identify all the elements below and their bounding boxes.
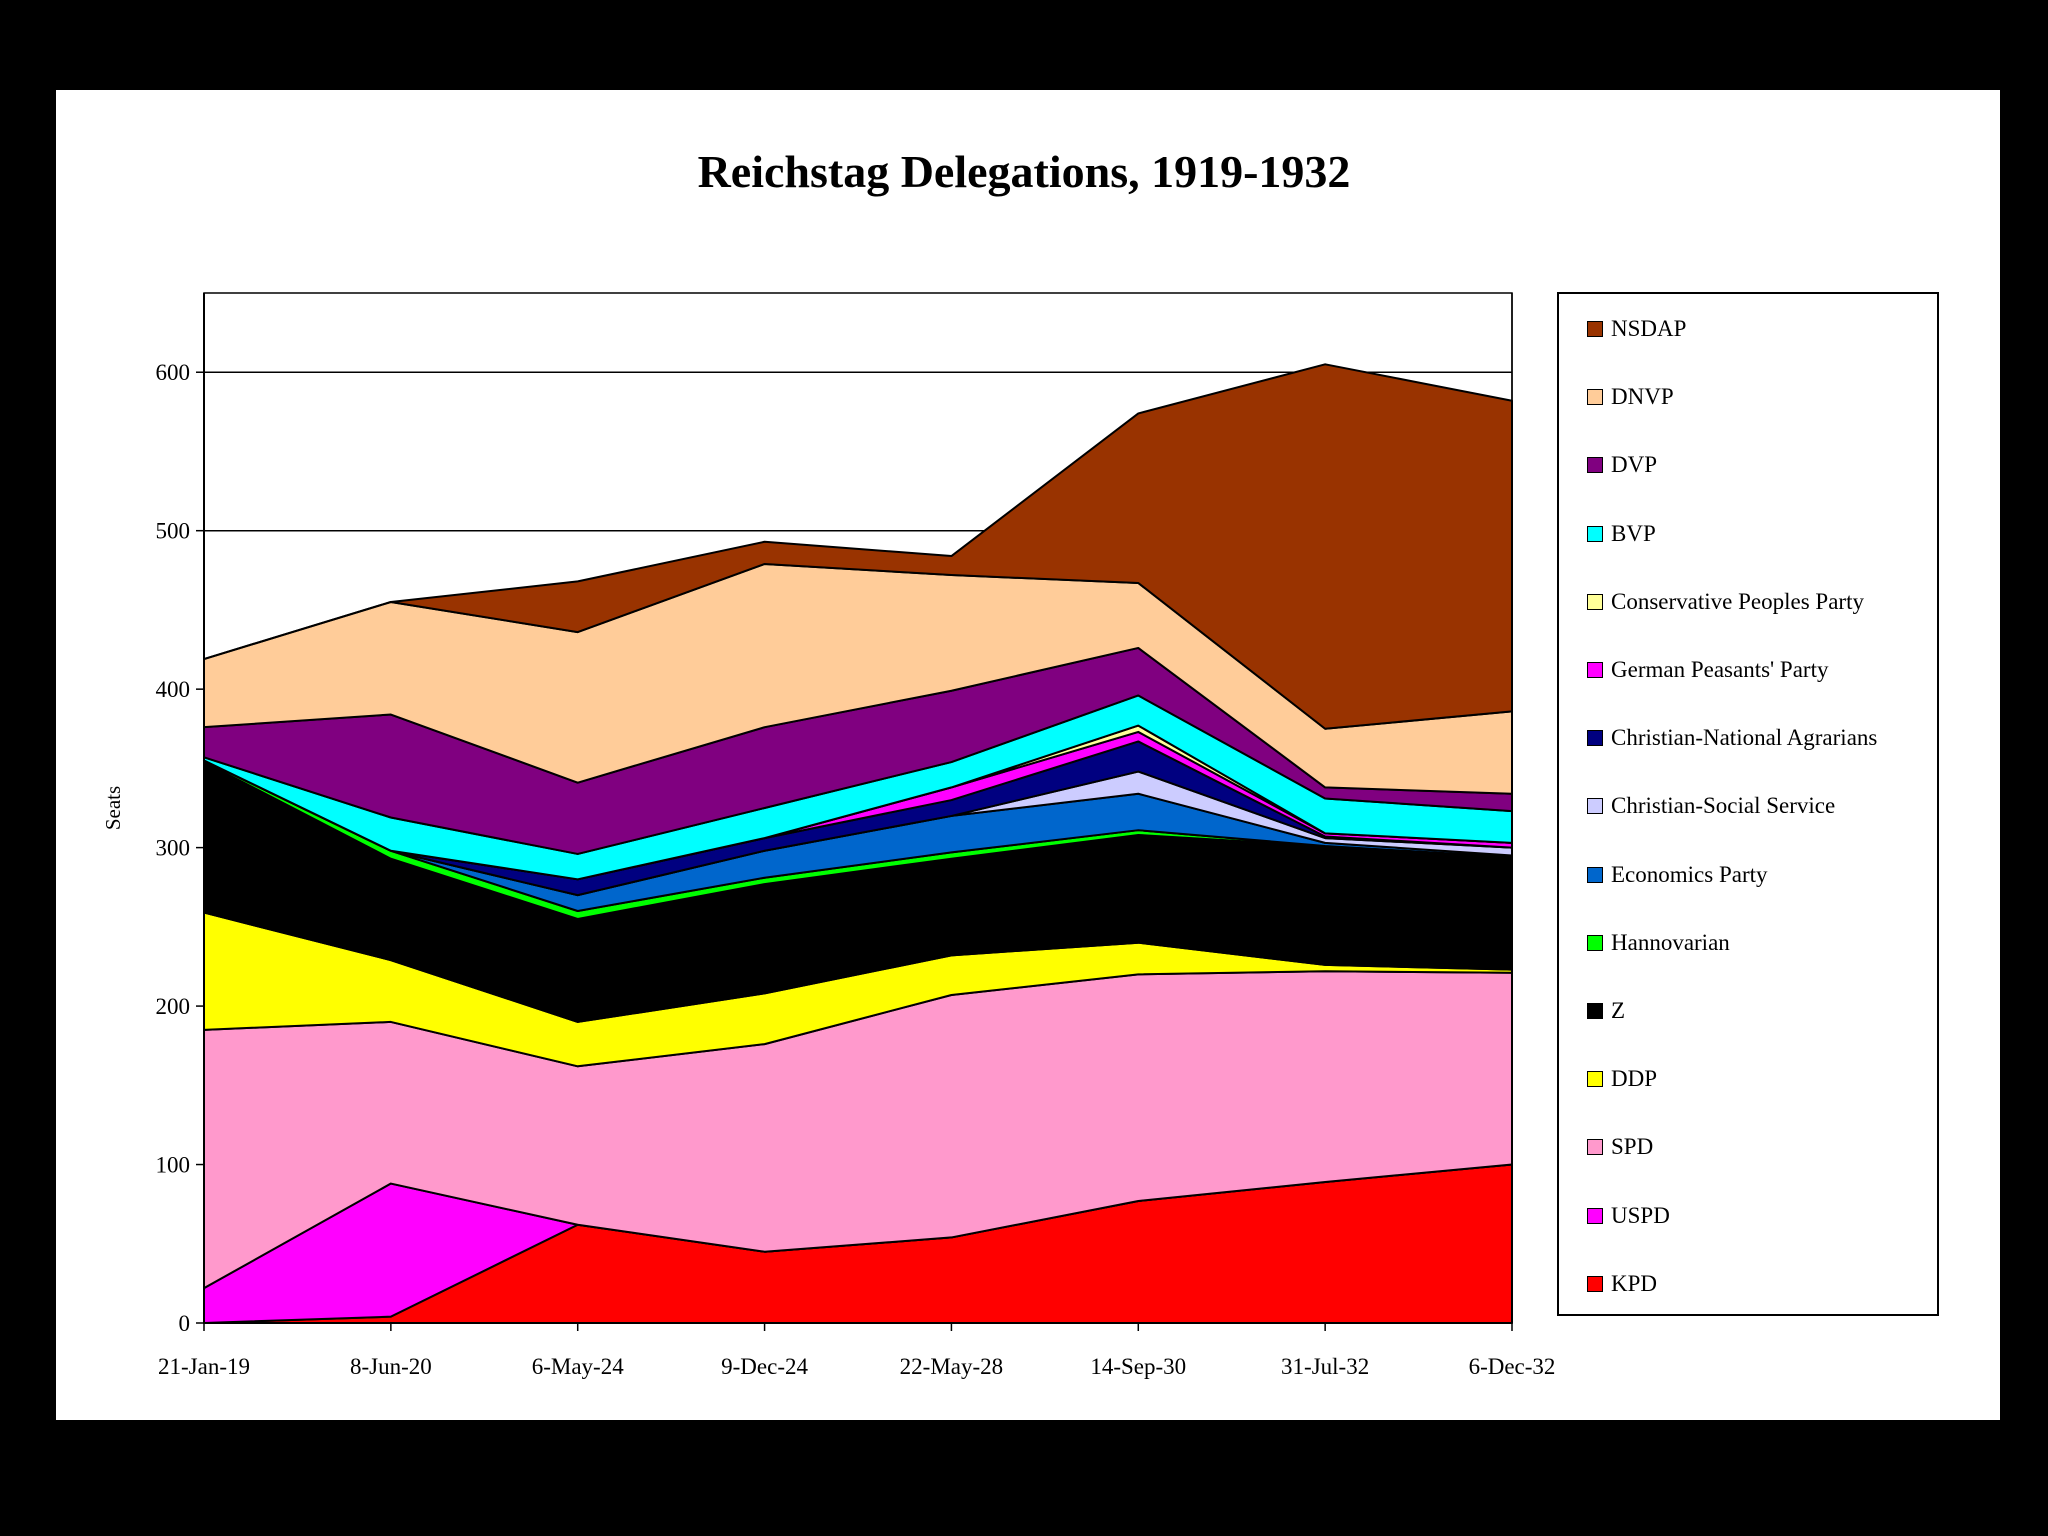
legend-swatch bbox=[1587, 1139, 1603, 1156]
legend-swatch bbox=[1587, 866, 1603, 883]
legend-swatch bbox=[1587, 662, 1603, 678]
y-tick-label: 0 bbox=[179, 1311, 191, 1336]
y-axis-label: Seats bbox=[101, 786, 125, 830]
legend-swatch bbox=[1587, 1207, 1603, 1224]
legend-label: Christian-Social Service bbox=[1611, 793, 1836, 819]
legend-label: Z bbox=[1611, 998, 1626, 1023]
legend-item: SPD bbox=[1587, 1132, 1653, 1162]
x-tick-label: 21-Jan-19 bbox=[158, 1354, 250, 1379]
legend: NSDAP DNVP DVP BVP Conservative Peoples Part… bbox=[1557, 292, 1939, 1316]
legend-item: KPD bbox=[1587, 1269, 1657, 1299]
legend-item: DNVP bbox=[1587, 382, 1674, 412]
x-tick-label: 9-Dec-24 bbox=[721, 1354, 808, 1379]
legend-swatch bbox=[1587, 934, 1603, 951]
legend-label: USPD bbox=[1611, 1202, 1670, 1228]
legend-swatch bbox=[1587, 457, 1603, 474]
x-tick-label: 22-May-28 bbox=[900, 1354, 1003, 1379]
legend-label: NSDAP bbox=[1611, 316, 1687, 341]
legend-label: Economics Party bbox=[1611, 861, 1768, 887]
legend-label: DNVP bbox=[1611, 384, 1674, 410]
legend-item: Christian-National Agrarians bbox=[1587, 723, 1877, 753]
legend-item: NSDAP bbox=[1587, 314, 1686, 344]
y-tick-label: 500 bbox=[156, 519, 191, 544]
legend-label: Conservative Peoples Party bbox=[1611, 588, 1864, 614]
legend-label: German Peasants' Party bbox=[1611, 657, 1829, 682]
x-tick-label: 31-Jul-32 bbox=[1281, 1354, 1369, 1379]
legend-label: SPD bbox=[1611, 1134, 1654, 1160]
legend-label: BVP bbox=[1611, 520, 1656, 546]
legend-item: Conservative Peoples Party bbox=[1587, 587, 1864, 617]
x-tick-label: 8-Jun-20 bbox=[350, 1354, 432, 1379]
legend-swatch bbox=[1587, 730, 1603, 747]
legend-swatch bbox=[1587, 1275, 1603, 1292]
legend-item: German Peasants' Party bbox=[1587, 655, 1828, 685]
chart-title: Reichstag Delegations, 1919-1932 bbox=[697, 146, 1351, 197]
legend-item: DVP bbox=[1587, 450, 1657, 480]
legend-item: USPD bbox=[1587, 1201, 1670, 1231]
y-tick-label: 400 bbox=[156, 677, 191, 702]
legend-swatch bbox=[1587, 798, 1603, 815]
y-tick-label: 600 bbox=[156, 360, 191, 385]
legend-swatch bbox=[1587, 1071, 1603, 1088]
x-tick-label: 6-Dec-32 bbox=[1469, 1354, 1556, 1379]
legend-item: BVP bbox=[1587, 519, 1656, 549]
legend-label: DDP bbox=[1611, 1066, 1658, 1092]
legend-item: Hannovarian bbox=[1587, 928, 1730, 958]
legend-item: Z bbox=[1587, 996, 1625, 1026]
legend-item: Economics Party bbox=[1587, 860, 1768, 890]
legend-label: KPD bbox=[1611, 1270, 1658, 1296]
legend-label: Christian-National Agrarians bbox=[1611, 725, 1878, 751]
y-tick-label: 300 bbox=[156, 836, 191, 861]
y-tick-label: 200 bbox=[156, 994, 191, 1019]
legend-swatch bbox=[1587, 593, 1603, 610]
legend-item: Christian-Social Service bbox=[1587, 791, 1835, 821]
legend-swatch bbox=[1587, 525, 1603, 542]
legend-label: DVP bbox=[1611, 452, 1658, 478]
legend-item: DDP bbox=[1587, 1064, 1657, 1094]
x-tick-label: 6-May-24 bbox=[532, 1354, 624, 1379]
x-tick-label: 14-Sep-30 bbox=[1090, 1354, 1186, 1379]
y-tick-label: 100 bbox=[156, 1153, 191, 1178]
legend-swatch bbox=[1587, 1003, 1603, 1019]
legend-swatch bbox=[1587, 389, 1603, 406]
legend-swatch bbox=[1587, 321, 1603, 337]
legend-label: Hannovarian bbox=[1611, 929, 1730, 955]
